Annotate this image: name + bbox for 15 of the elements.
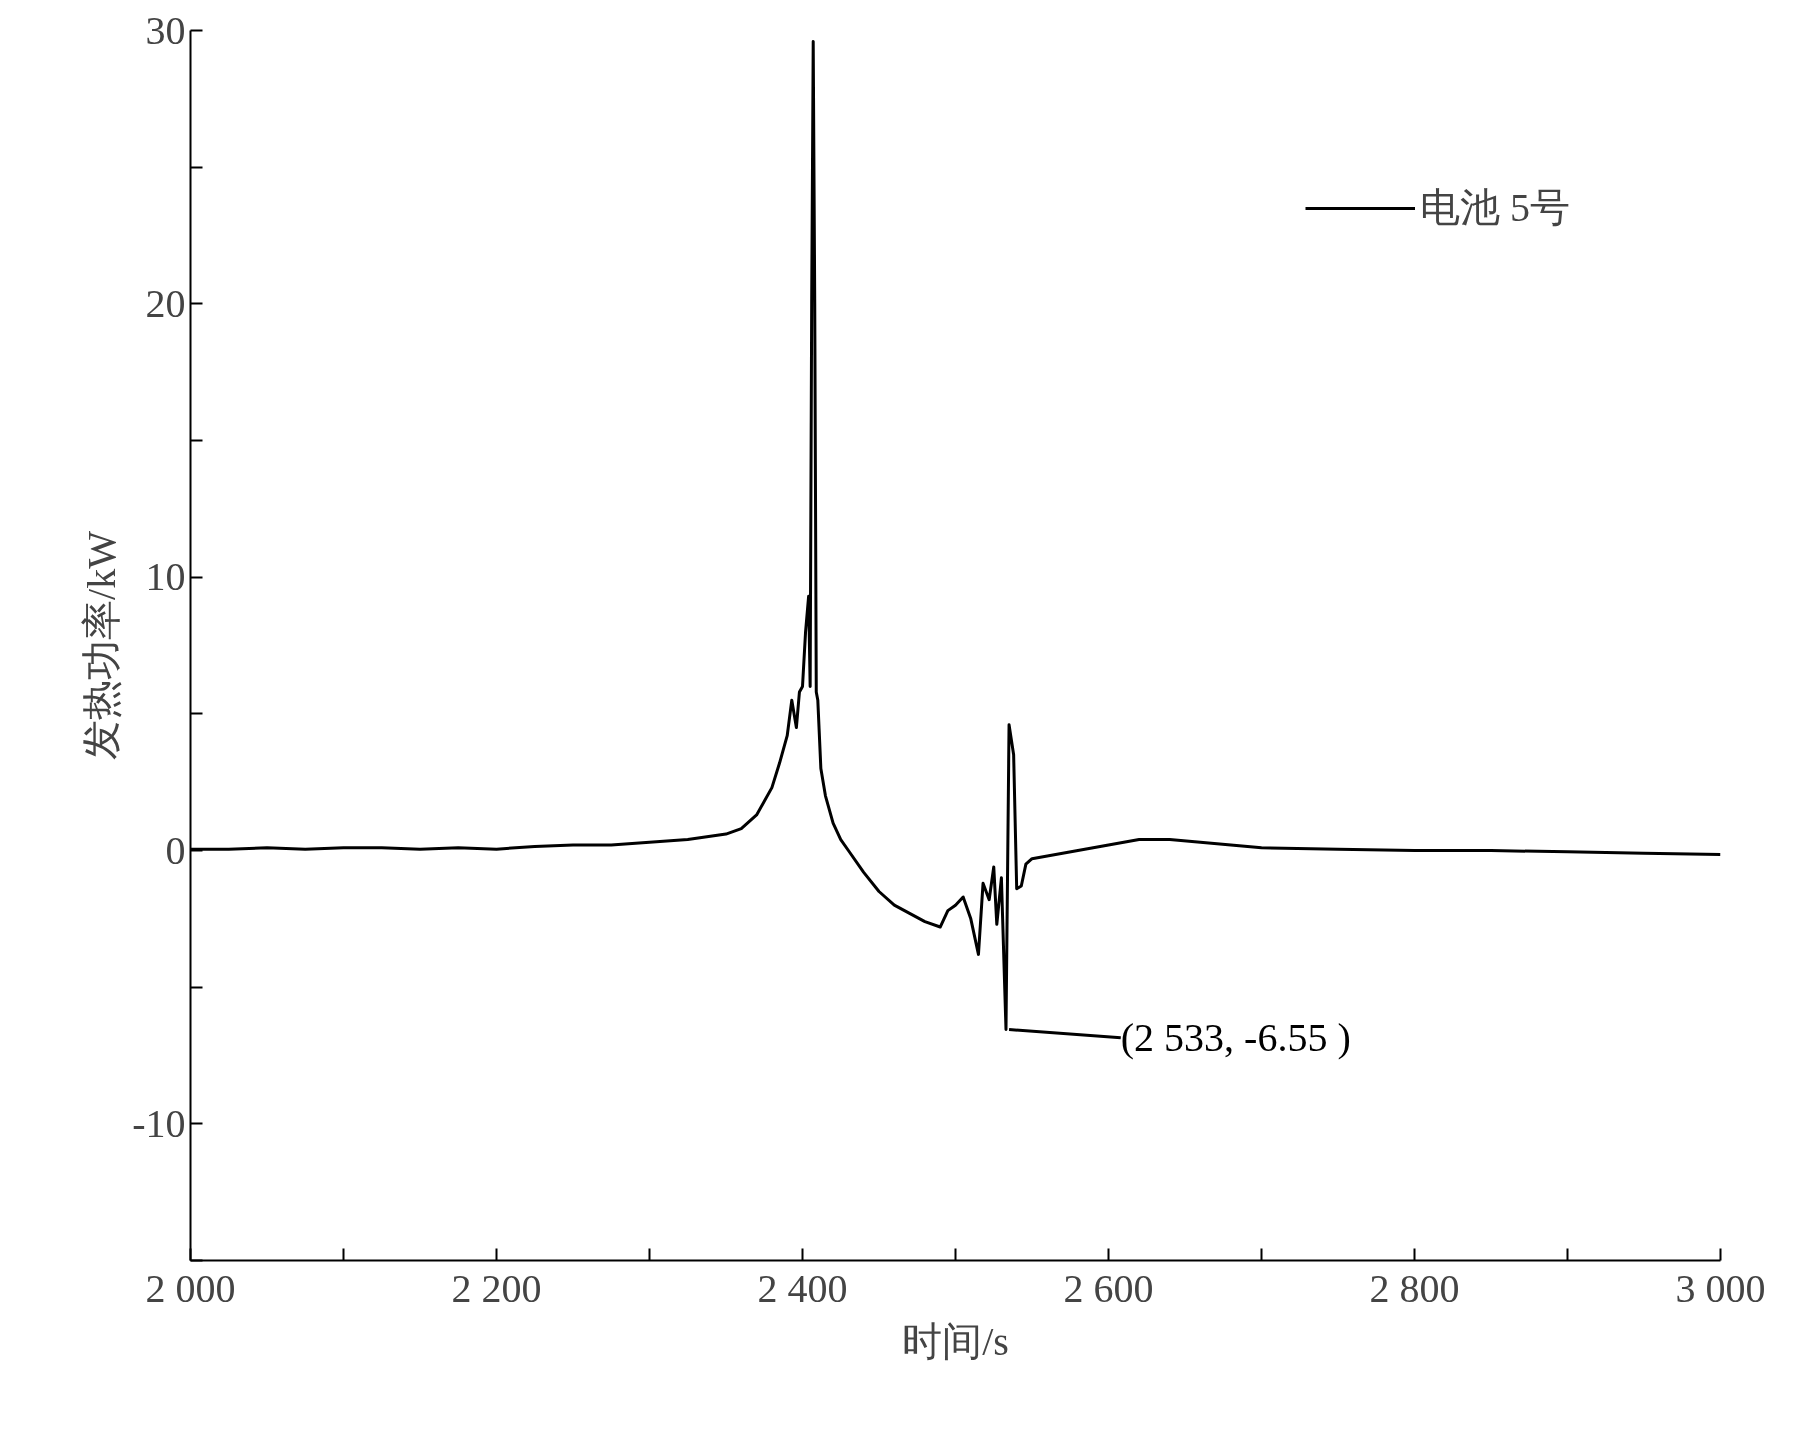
y-tick-label: 0 [165, 827, 186, 873]
y-tick-label: -10 [132, 1100, 186, 1146]
y-axis-title: 发热功率/kW [79, 530, 125, 760]
x-tick-label: 2 000 [145, 1265, 236, 1311]
y-tick-label: 20 [145, 280, 186, 326]
x-tick-label: 3 000 [1675, 1265, 1766, 1311]
x-tick-label: 2 800 [1369, 1265, 1460, 1311]
annotation: (2 533, -6.55 ) [1120, 1015, 1351, 1061]
x-axis-title: 时间/s [902, 1318, 1009, 1364]
x-tick-label: 2 400 [757, 1265, 848, 1311]
x-tick-label: 2 200 [451, 1265, 542, 1311]
x-tick-label: 2 600 [1063, 1265, 1154, 1311]
y-tick-label: 10 [145, 554, 186, 600]
legend-label: 电池 5号 [1420, 184, 1570, 232]
y-tick-label: 30 [145, 7, 186, 53]
